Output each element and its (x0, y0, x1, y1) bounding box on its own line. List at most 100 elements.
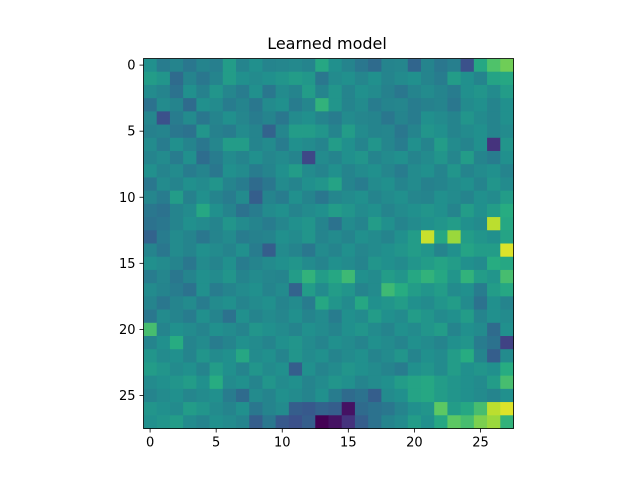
heatmap-cell (302, 203, 316, 218)
heatmap-cell (315, 151, 329, 165)
heatmap-cell (394, 203, 409, 218)
heatmap-cell (460, 336, 475, 350)
heatmap-cell (328, 415, 343, 429)
heatmap-cell (473, 362, 488, 377)
heatmap-cell (249, 58, 263, 73)
heatmap-cell (275, 84, 290, 99)
heatmap-cell (183, 203, 197, 218)
heatmap-cell (249, 164, 263, 178)
heatmap-cell (249, 322, 263, 337)
heatmap-cell (156, 177, 171, 192)
heatmap-cell (315, 190, 329, 205)
heatmap-cell (434, 388, 448, 403)
heatmap-cell (143, 137, 158, 152)
heatmap-cell (196, 269, 210, 284)
heatmap-cell (196, 296, 210, 310)
heatmap-cell (222, 349, 237, 363)
heatmap-cell (236, 98, 250, 112)
heatmap-cell (196, 283, 210, 297)
heatmap-cell (368, 243, 382, 258)
heatmap-cell (460, 362, 475, 377)
heatmap-cell (183, 388, 197, 403)
heatmap-cell (236, 362, 250, 377)
heatmap-cell (315, 230, 329, 244)
heatmap-cell (262, 111, 277, 125)
heatmap-cell (328, 177, 343, 192)
heatmap-cell (460, 124, 475, 139)
heatmap-cell (487, 203, 501, 218)
heatmap-cell (262, 177, 277, 192)
heatmap-cell (275, 283, 290, 297)
heatmap-cell (354, 415, 369, 429)
heatmap-cell (500, 402, 514, 416)
heatmap-cell (315, 349, 329, 363)
heatmap-cell (288, 269, 303, 284)
heatmap-cell (315, 362, 329, 377)
x-tick-label: 0 (146, 436, 154, 451)
heatmap-cell (341, 388, 356, 403)
heatmap-cell (222, 111, 237, 125)
heatmap-cell (302, 243, 316, 258)
heatmap-cell (500, 230, 514, 244)
heatmap-cell (183, 230, 197, 244)
heatmap-cell (460, 84, 475, 99)
heatmap-cell (249, 296, 263, 310)
heatmap-cell (302, 402, 316, 416)
heatmap-cell (500, 296, 514, 310)
heatmap-cell (328, 58, 343, 73)
heatmap-cell (434, 269, 448, 284)
heatmap-cell (394, 84, 409, 99)
heatmap-cell (302, 362, 316, 377)
heatmap-cell (236, 296, 250, 310)
heatmap-cell (249, 98, 263, 112)
heatmap-cell (315, 243, 329, 258)
heatmap-cell (487, 98, 501, 112)
heatmap-cell (460, 402, 475, 416)
heatmap-cell (447, 177, 462, 192)
heatmap-cell (209, 322, 224, 337)
heatmap-cell (394, 151, 409, 165)
heatmap-cell (315, 71, 329, 86)
heatmap-cell (500, 256, 514, 271)
heatmap-cell (421, 296, 435, 310)
heatmap-cell (236, 230, 250, 244)
heatmap-cell (328, 151, 343, 165)
heatmap-cell (222, 283, 237, 297)
heatmap-cell (407, 177, 422, 192)
heatmap-cell (196, 124, 210, 139)
heatmap-cell (196, 71, 210, 86)
heatmap-cell (354, 349, 369, 363)
heatmap-cell (275, 415, 290, 429)
heatmap-cell (315, 98, 329, 112)
heatmap-cell (434, 58, 448, 73)
heatmap-cell (143, 151, 158, 165)
heatmap-cell (341, 137, 356, 152)
heatmap-cells (143, 58, 514, 429)
heatmap-cell (473, 415, 488, 429)
heatmap-cell (368, 190, 382, 205)
heatmap-cell (222, 336, 237, 350)
heatmap-cell (447, 388, 462, 403)
heatmap-cell (169, 71, 184, 86)
heatmap-cell (328, 243, 343, 258)
heatmap-cell (421, 362, 435, 377)
heatmap-cell (487, 190, 501, 205)
heatmap-cell (447, 336, 462, 350)
heatmap-cell (434, 203, 448, 218)
heatmap-cell (143, 111, 158, 125)
heatmap-cell (249, 336, 263, 350)
heatmap-cell (222, 190, 237, 205)
heatmap-cell (381, 375, 395, 390)
heatmap-cell (275, 375, 290, 390)
heatmap-cell (473, 375, 488, 390)
heatmap-cell (262, 336, 277, 350)
heatmap-cell (262, 190, 277, 205)
x-tick-label: 10 (274, 436, 291, 451)
heatmap-cell (381, 243, 395, 258)
heatmap-cell (473, 283, 488, 297)
heatmap-cell (328, 388, 343, 403)
heatmap-cell (183, 283, 197, 297)
heatmap-cell (434, 190, 448, 205)
heatmap-cell (368, 151, 382, 165)
heatmap-cell (288, 415, 303, 429)
